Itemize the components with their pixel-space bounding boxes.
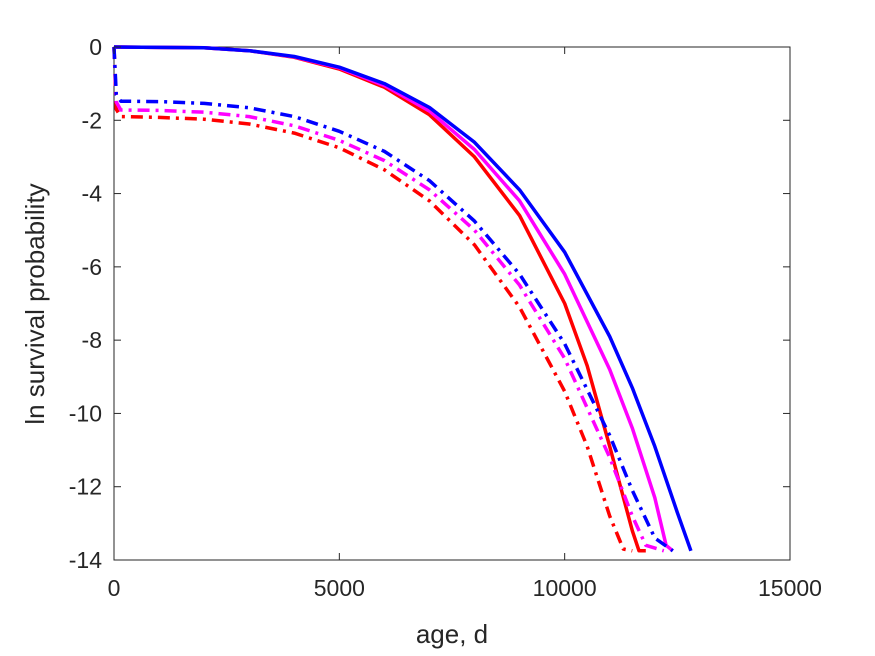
y-tick-label: -6 [82,254,102,280]
series-line-3-solid [113,45,693,552]
axes-box [113,46,791,561]
series-layer [112,45,693,553]
y-tick-label: -10 [69,400,102,426]
y-axis-label: ln survival probability [20,183,50,424]
series-line-1-solid [113,45,646,553]
y-tick-label: -12 [69,474,102,500]
series-line-4-dashdot [112,46,633,553]
x-tick-label: 15000 [758,575,822,601]
x-tick-label: 0 [108,575,121,601]
y-tick-label: -2 [82,107,102,133]
plot-frame [113,46,791,561]
series-line-5-dashdot [112,46,665,553]
x-tick-label: 5000 [314,575,365,601]
series-line-6-dashdot [112,46,674,553]
x-tick-label: 10000 [533,575,597,601]
y-tick-label: -4 [82,181,103,207]
y-tick-label: -14 [69,547,102,573]
y-tick-label: -8 [82,327,102,353]
ticks-layer: 0 5000 10000 15000 0 -2 -4 -6 -8 -10 -12 -14 [69,34,822,601]
x-axis-label: age, d [416,619,488,649]
y-tick-label: 0 [89,34,102,60]
